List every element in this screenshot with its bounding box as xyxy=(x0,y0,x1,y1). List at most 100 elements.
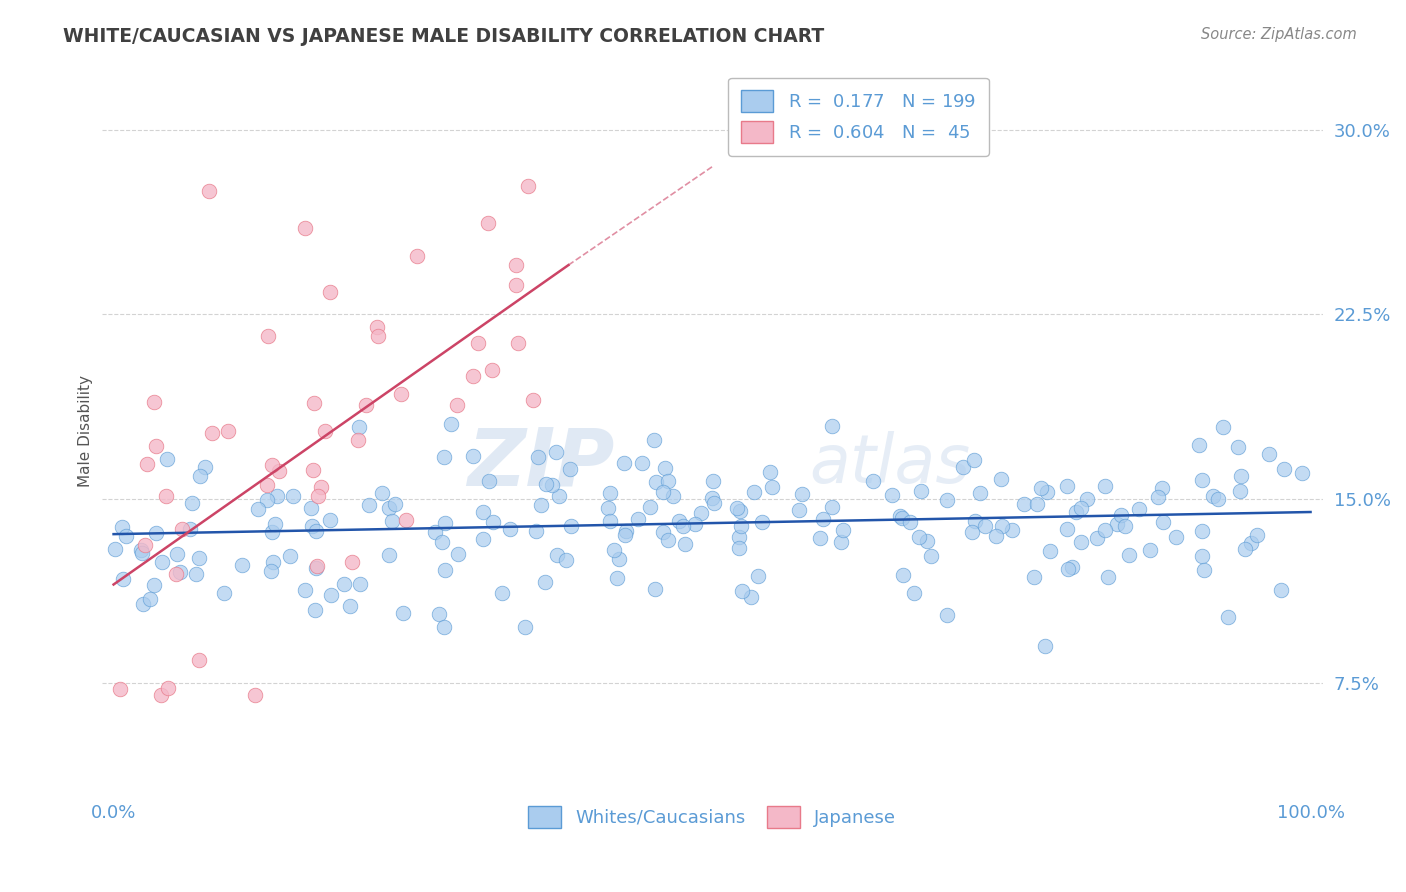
Point xyxy=(257,328,280,343)
Point xyxy=(378,501,401,516)
Point xyxy=(1036,485,1059,500)
Point xyxy=(907,530,929,544)
Point xyxy=(673,537,696,551)
Point xyxy=(389,387,412,401)
Point xyxy=(1076,491,1098,506)
Point xyxy=(430,534,453,549)
Point xyxy=(910,483,932,498)
Point xyxy=(657,474,679,488)
Point xyxy=(548,489,571,503)
Point xyxy=(477,216,499,230)
Point xyxy=(631,456,654,470)
Point xyxy=(201,425,224,440)
Point xyxy=(506,335,529,350)
Point xyxy=(110,681,132,696)
Point xyxy=(1118,548,1140,562)
Point xyxy=(142,578,165,592)
Point xyxy=(294,221,316,235)
Point xyxy=(527,450,550,464)
Point xyxy=(728,541,751,556)
Point xyxy=(166,547,188,561)
Point xyxy=(305,559,328,574)
Point xyxy=(702,474,724,488)
Point xyxy=(505,258,527,272)
Point xyxy=(560,519,582,533)
Point xyxy=(357,498,380,512)
Point xyxy=(530,498,553,512)
Point xyxy=(305,560,328,574)
Point xyxy=(662,489,685,503)
Point xyxy=(231,558,253,572)
Point xyxy=(446,398,468,412)
Point xyxy=(294,582,316,597)
Point xyxy=(952,460,974,475)
Point xyxy=(281,490,304,504)
Point xyxy=(1212,419,1234,434)
Point xyxy=(1147,490,1170,504)
Point xyxy=(1109,508,1132,522)
Point xyxy=(603,543,626,558)
Point xyxy=(596,501,619,516)
Point xyxy=(1026,497,1049,511)
Point xyxy=(188,653,211,667)
Point xyxy=(643,434,665,448)
Point xyxy=(1187,438,1209,452)
Point xyxy=(990,519,1012,533)
Point xyxy=(915,533,938,548)
Point xyxy=(135,457,157,471)
Point xyxy=(742,484,765,499)
Point xyxy=(1070,501,1092,516)
Point xyxy=(1206,491,1229,506)
Point xyxy=(172,522,194,536)
Point xyxy=(555,553,578,567)
Point xyxy=(1191,474,1213,488)
Point xyxy=(212,586,235,600)
Point xyxy=(198,185,221,199)
Point xyxy=(302,396,325,410)
Point xyxy=(759,465,782,479)
Point xyxy=(112,572,135,586)
Point xyxy=(439,417,461,431)
Point xyxy=(179,522,201,536)
Point xyxy=(169,565,191,579)
Point xyxy=(730,583,752,598)
Point xyxy=(262,555,284,569)
Point xyxy=(304,603,326,617)
Point xyxy=(903,586,925,600)
Point xyxy=(1272,462,1295,476)
Point xyxy=(384,497,406,511)
Point xyxy=(889,508,911,523)
Point xyxy=(145,439,167,453)
Point xyxy=(1164,530,1187,544)
Point xyxy=(984,528,1007,542)
Point xyxy=(651,485,673,500)
Point xyxy=(246,502,269,516)
Point xyxy=(505,277,527,292)
Point xyxy=(463,449,485,463)
Point xyxy=(1105,516,1128,531)
Point xyxy=(406,249,429,263)
Point xyxy=(150,688,173,702)
Point xyxy=(747,568,769,582)
Point xyxy=(652,524,675,539)
Point xyxy=(269,464,291,478)
Point xyxy=(395,513,418,527)
Point xyxy=(703,496,725,510)
Point xyxy=(367,329,389,343)
Point xyxy=(811,512,834,526)
Point xyxy=(366,319,388,334)
Point xyxy=(131,543,153,558)
Point xyxy=(143,395,166,409)
Point xyxy=(644,582,666,596)
Point xyxy=(963,514,986,528)
Point xyxy=(644,475,666,489)
Point xyxy=(302,463,325,477)
Point xyxy=(730,519,752,533)
Point xyxy=(1246,528,1268,542)
Point xyxy=(544,445,567,459)
Point xyxy=(761,480,783,494)
Point xyxy=(657,533,679,547)
Point xyxy=(1060,559,1083,574)
Point xyxy=(447,547,470,561)
Point xyxy=(243,688,266,702)
